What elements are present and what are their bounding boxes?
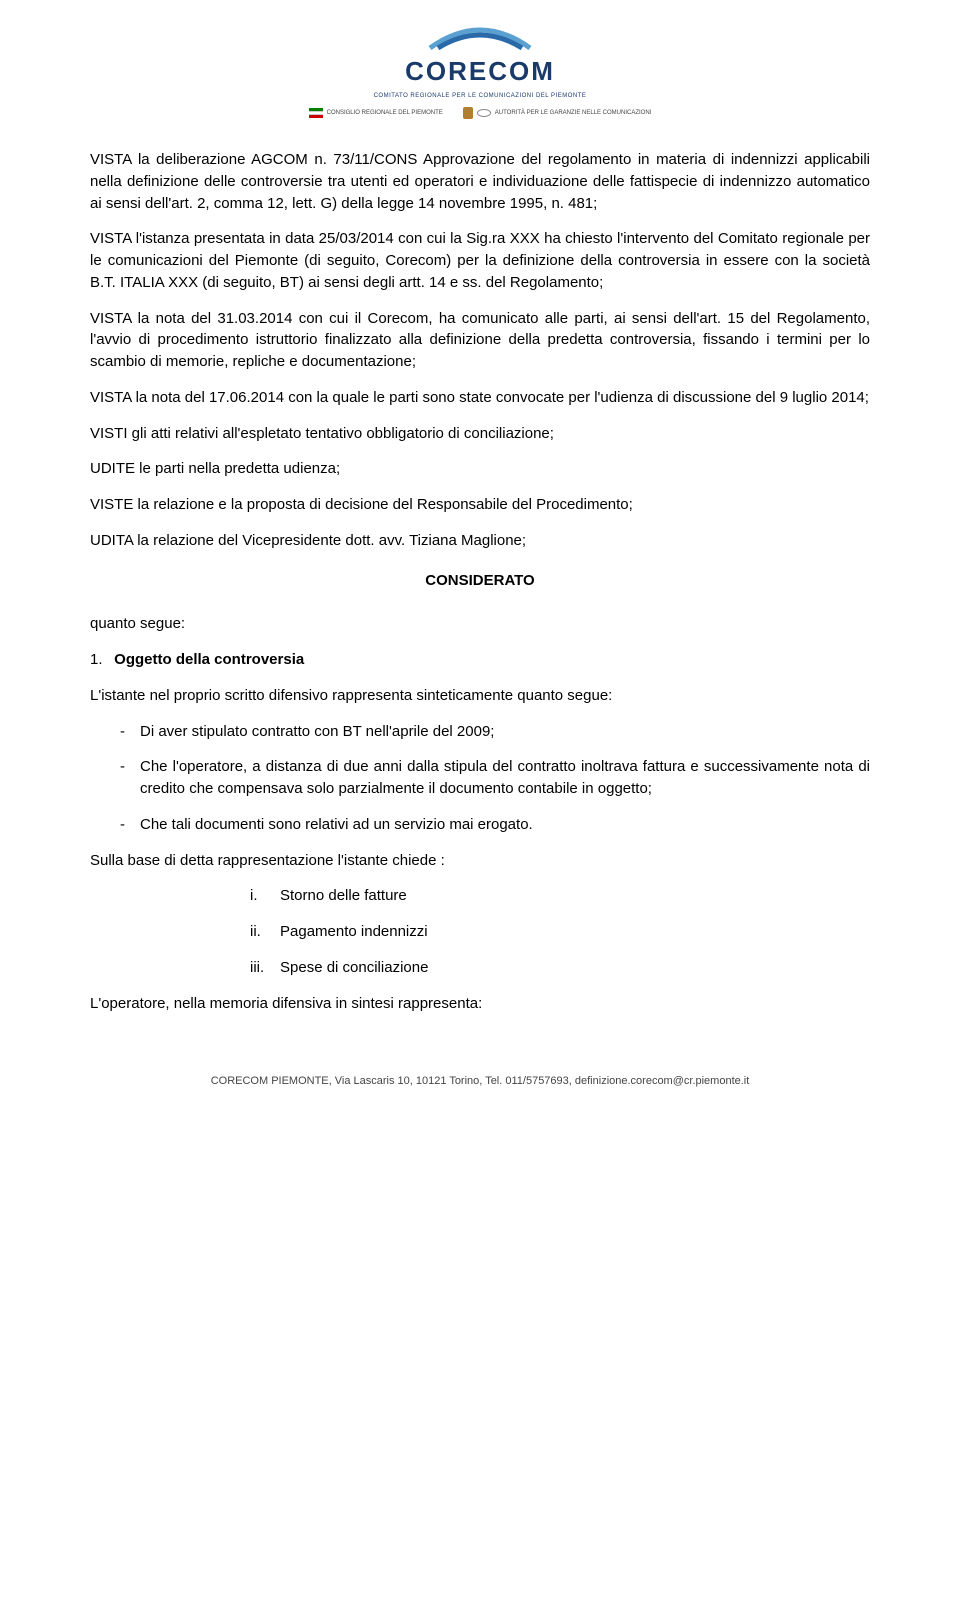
dash-list: Di aver stipulato contratto con BT nell'… (90, 721, 870, 836)
badge-autorita-label: AUTORITÀ PER LE GARANZIE NELLE COMUNICAZ… (495, 109, 652, 118)
roman-item-3: iii. Spese di conciliazione (250, 957, 870, 979)
list-label: Oggetto della controversia (114, 651, 304, 668)
numbered-list: 1. Oggetto della controversia (90, 649, 870, 671)
roman-label-3: Spese di conciliazione (280, 959, 428, 976)
para-vista-nota-udienza: VISTA la nota del 17.06.2014 con la qual… (90, 387, 870, 409)
badge-consiglio: CONSIGLIO REGIONALE DEL PIEMONTE (309, 107, 443, 119)
logo-badges: CONSIGLIO REGIONALE DEL PIEMONTE AUTORIT… (90, 107, 870, 119)
para-visti-atti: VISTI gli atti relativi all'espletato te… (90, 423, 870, 445)
para-udite-parti: UDITE le parti nella predetta udienza; (90, 458, 870, 480)
logo-subtitle: COMITATO REGIONALE PER LE COMUNICAZIONI … (90, 92, 870, 101)
badge-consiglio-label: CONSIGLIO REGIONALE DEL PIEMONTE (327, 109, 443, 118)
dash-item-3: Che tali documenti sono relativi ad un s… (120, 814, 870, 836)
roman-list: i. Storno delle fatture ii. Pagamento inde… (90, 885, 870, 978)
eye-icon (477, 109, 491, 117)
badge-autorita: AUTORITÀ PER LE GARANZIE NELLE COMUNICAZ… (463, 107, 652, 119)
page-footer: CORECOM PIEMONTE, Via Lascaris 10, 10121… (90, 1074, 870, 1090)
para-vista-istanza: VISTA l'istanza presentata in data 25/03… (90, 228, 870, 293)
para-vista-delibera: VISTA la deliberazione AGCOM n. 73/11/CO… (90, 149, 870, 214)
roman-num-2: ii. (250, 921, 261, 943)
para-operatore-rappresenta: L'operatore, nella memoria difensiva in … (90, 993, 870, 1015)
roman-item-1: i. Storno delle fatture (250, 885, 870, 907)
roman-num-3: iii. (250, 957, 264, 979)
header-logo: CORECOM COMITATO REGIONALE PER LE COMUNI… (90, 20, 870, 119)
logo-arc-icon (420, 20, 540, 57)
logo-name: CORECOM (90, 53, 870, 91)
dash-item-1: Di aver stipulato contratto con BT nell'… (120, 721, 870, 743)
para-vista-nota-avvio: VISTA la nota del 31.03.2014 con cui il … (90, 308, 870, 373)
roman-num-1: i. (250, 885, 258, 907)
para-quanto-segue: quanto segue: (90, 613, 870, 635)
flag-icon (309, 108, 323, 118)
dash-item-2: Che l'operatore, a distanza di due anni … (120, 756, 870, 800)
heading-considerato: CONSIDERATO (90, 570, 870, 592)
list-num: 1. (90, 649, 110, 671)
para-viste-relazione: VISTE la relazione e la proposta di deci… (90, 494, 870, 516)
roman-item-2: ii. Pagamento indennizzi (250, 921, 870, 943)
list-item-oggetto: 1. Oggetto della controversia (90, 649, 870, 671)
para-istante-rappresenta: L'istante nel proprio scritto difensivo … (90, 685, 870, 707)
shield-icon (463, 107, 473, 119)
para-udita-relazione: UDITA la relazione del Vicepresidente do… (90, 530, 870, 552)
roman-label-2: Pagamento indennizzi (280, 923, 428, 940)
roman-label-1: Storno delle fatture (280, 887, 407, 904)
para-istante-chiede: Sulla base di detta rappresentazione l'i… (90, 850, 870, 872)
